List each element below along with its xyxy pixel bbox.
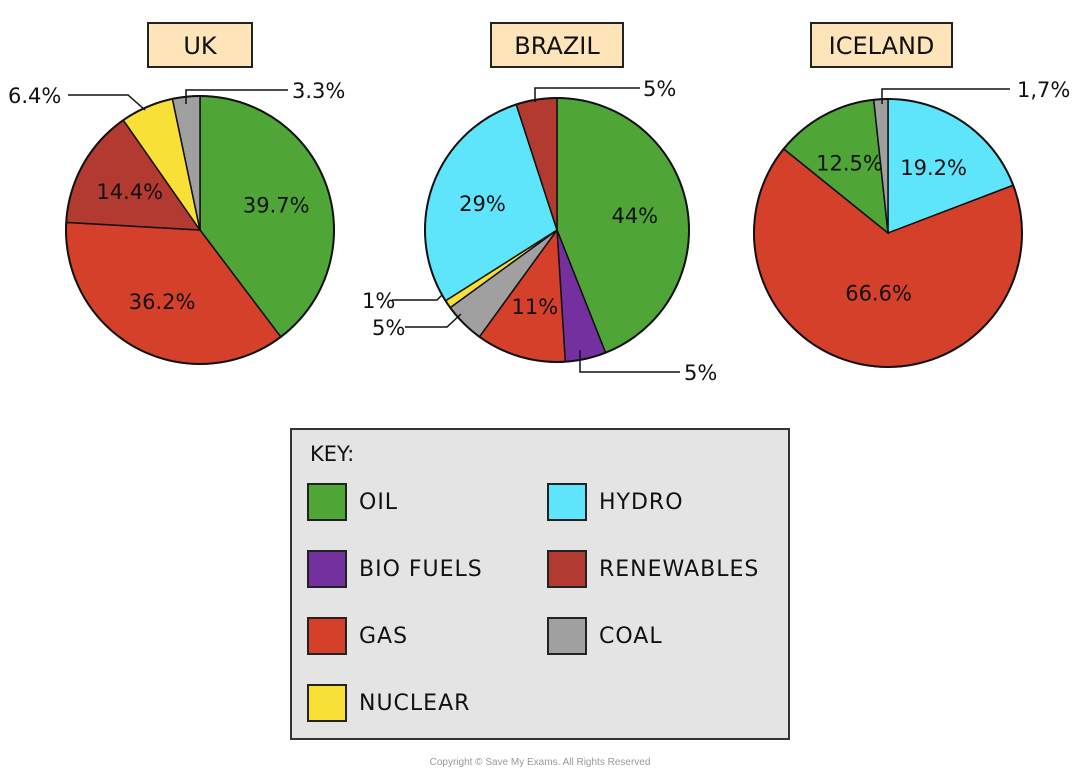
legend: KEY: OIL HYDRO BIO FUELS RENEWABLES GAS COAL N… [290, 428, 790, 740]
legend-swatch [547, 483, 587, 521]
legend-swatch [547, 617, 587, 655]
legend-label: NUCLEAR [359, 690, 471, 716]
slice-label: 29% [459, 192, 506, 216]
legend-item: RENEWABLES [547, 549, 759, 589]
slice-label: 66.6% [845, 282, 912, 306]
leader-line [534, 87, 640, 102]
copyright: Copyright © Save My Exams. All Rights Re… [429, 757, 651, 768]
slice-label: 5% [684, 361, 717, 385]
legend-label: COAL [599, 623, 663, 649]
legend-item: HYDRO [547, 482, 684, 522]
legend-item: COAL [547, 616, 663, 656]
legend-label: OIL [359, 489, 399, 515]
pie-title: ICELAND [810, 22, 953, 68]
slice-label: 36.2% [129, 290, 196, 314]
slice-label: 6.4% [8, 84, 61, 108]
legend-item: OIL [307, 482, 398, 522]
leader-line [579, 350, 680, 373]
slice-label: 11% [512, 295, 559, 319]
slice-label: 1,7% [1017, 78, 1070, 102]
legend-label: HYDRO [599, 489, 684, 515]
pie-outline [753, 98, 1023, 368]
legend-swatch [307, 617, 347, 655]
legend-title: KEY: [310, 442, 355, 466]
slice-label: 14.4% [96, 180, 163, 204]
legend-swatch [307, 483, 347, 521]
pie-title: UK [147, 22, 253, 68]
slice-label: 1% [362, 289, 395, 313]
slice-label: 5% [643, 77, 676, 101]
pie-title: BRAZIL [490, 22, 624, 68]
slice-label: 3.3% [292, 79, 345, 103]
legend-label: BIO FUELS [359, 556, 483, 582]
legend-item: GAS [307, 616, 408, 656]
slice-label: 39.7% [243, 193, 310, 217]
legend-swatch [307, 684, 347, 722]
legend-swatch [547, 550, 587, 588]
legend-item: BIO FUELS [307, 549, 483, 589]
leader-line [392, 292, 445, 301]
legend-label: GAS [359, 623, 409, 649]
leader-line [185, 89, 288, 104]
slice-label: 12.5% [816, 151, 883, 175]
leader-line [405, 313, 462, 328]
legend-item: NUCLEAR [307, 683, 470, 723]
leader-line [68, 94, 146, 111]
legend-swatch [307, 550, 347, 588]
slice-label: 5% [372, 316, 405, 340]
slice-label: 44% [611, 204, 658, 228]
legend-label: RENEWABLES [599, 556, 760, 582]
pie-outline [424, 97, 690, 363]
slice-label: 19.2% [900, 156, 967, 180]
pie-outline [65, 95, 335, 365]
